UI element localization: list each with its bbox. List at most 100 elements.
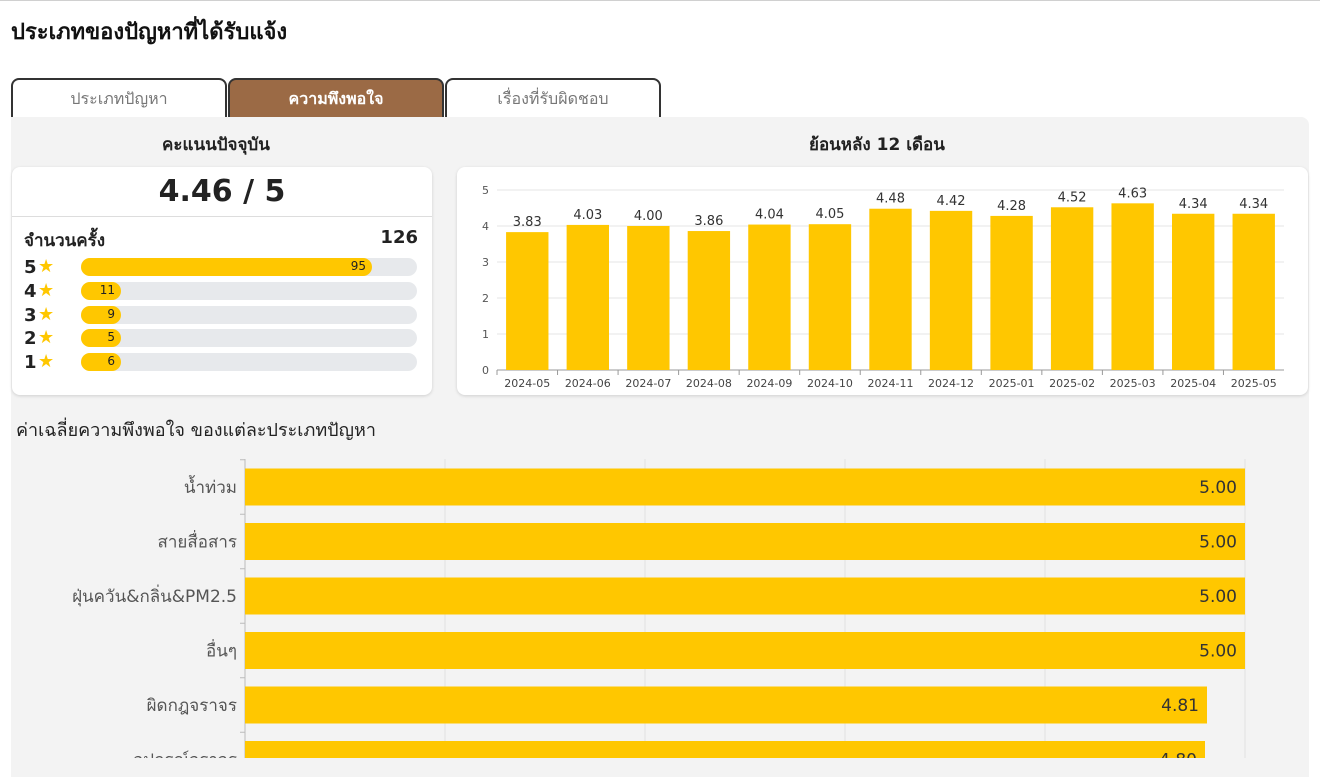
rating-bar-fill: 95 bbox=[81, 258, 372, 276]
bar-value-label: 4.28 bbox=[997, 199, 1026, 214]
rating-row: 1 ★ 6 bbox=[24, 351, 424, 373]
y-tick-label: 4 bbox=[482, 220, 489, 233]
category-label: ผิดกฎจราจร bbox=[147, 696, 237, 716]
category-label: อื่นๆ bbox=[206, 639, 237, 662]
bar-value-label: 4.05 bbox=[815, 207, 844, 222]
bar-value-label: 3.83 bbox=[513, 215, 542, 230]
category-bar-chart: 5.00 น้ำท่วม 5.00 สายสื่อสาร 5.00 ฝุ่นควัน&กล… bbox=[72, 459, 1246, 759]
tab-satisfaction[interactable]: ความพึงพอใจ bbox=[228, 78, 444, 118]
bar bbox=[1050, 207, 1094, 370]
bar bbox=[808, 224, 852, 370]
bar-value-label: 4.04 bbox=[755, 208, 784, 223]
y-tick-label: 2 bbox=[482, 292, 489, 305]
bar-value-label: 4.34 bbox=[1179, 197, 1208, 212]
bar bbox=[687, 231, 731, 370]
rating-bar-track: 95 bbox=[81, 258, 417, 276]
rating-row: 3 ★ 9 bbox=[24, 304, 424, 326]
rating-star-number: 1 bbox=[24, 352, 37, 373]
tab-bar: ประเภทปัญหา ความพึงพอใจ เรื่องที่รับผิดช… bbox=[11, 78, 662, 118]
top-divider bbox=[0, 0, 1320, 1]
bar bbox=[566, 224, 609, 370]
x-tick-label: 2025-02 bbox=[1049, 377, 1095, 390]
rating-count: 6 bbox=[107, 354, 115, 368]
bar bbox=[245, 468, 1245, 506]
y-tick-label: 3 bbox=[482, 256, 489, 269]
star-icon: ★ bbox=[38, 351, 55, 372]
x-tick-label: 2025-04 bbox=[1170, 377, 1216, 390]
rating-count: 5 bbox=[107, 330, 115, 344]
x-tick-label: 2024-06 bbox=[565, 377, 611, 390]
bar-value-label: 4.81 bbox=[1161, 696, 1199, 716]
bar bbox=[1111, 203, 1154, 370]
current-score-card: 4.46 / 5 จำนวนครั้ง 126 5 ★ 95 4 ★ 11 3 … bbox=[12, 167, 432, 395]
x-tick-label: 2024-08 bbox=[686, 377, 732, 390]
bar-value-label: 3.86 bbox=[694, 214, 723, 229]
y-tick-label: 5 bbox=[482, 184, 489, 197]
star-icon: ★ bbox=[38, 280, 55, 301]
bar bbox=[990, 215, 1033, 370]
bar bbox=[245, 577, 1245, 615]
monthly-chart-card: 0 1 2 3 4 5 3.83 2024-05 4.03 2024-06 4.00 2024-07 3… bbox=[457, 167, 1308, 395]
tab-responsibility[interactable]: เรื่องที่รับผิดชอบ bbox=[445, 78, 661, 118]
rating-row: 5 ★ 95 bbox=[24, 256, 424, 278]
bar-value-label: 4.34 bbox=[1239, 197, 1268, 212]
monthly-bar-chart: 0 1 2 3 4 5 3.83 2024-05 4.03 2024-06 4.00 2024-07 3… bbox=[482, 184, 1284, 390]
current-score: 4.46 / 5 bbox=[12, 167, 432, 217]
bar bbox=[245, 686, 1207, 724]
page-title: ประเภทของปัญหาที่ได้รับแจ้ง bbox=[11, 20, 288, 45]
bar bbox=[1172, 213, 1215, 370]
x-tick-label: 2025-03 bbox=[1110, 377, 1156, 390]
bar-value-label: 5.00 bbox=[1199, 533, 1237, 553]
rating-count: 95 bbox=[350, 259, 366, 273]
bar-value-label: 5.00 bbox=[1199, 478, 1237, 498]
rating-count: 11 bbox=[99, 283, 115, 297]
bar-value-label: 4.80 bbox=[1159, 751, 1197, 759]
y-tick-label: 0 bbox=[482, 364, 489, 377]
rating-star-number: 5 bbox=[24, 257, 37, 278]
count-value: 126 bbox=[380, 227, 418, 248]
rating-row: 2 ★ 5 bbox=[24, 327, 424, 349]
bar bbox=[245, 523, 1245, 560]
rating-bar-fill: 9 bbox=[81, 306, 121, 324]
category-chart-title: ค่าเฉลี่ยความพึงพอใจ ของแต่ละประเภทปัญหา bbox=[16, 420, 376, 441]
bar-value-label: 4.03 bbox=[573, 208, 602, 223]
bar bbox=[627, 226, 670, 370]
star-icon: ★ bbox=[38, 327, 55, 348]
star-icon: ★ bbox=[38, 304, 55, 325]
rating-bar-track: 9 bbox=[81, 306, 417, 324]
rating-count: 9 bbox=[107, 307, 115, 321]
star-icon: ★ bbox=[38, 256, 55, 277]
rating-bar-track: 11 bbox=[81, 282, 417, 300]
rating-bar-track: 5 bbox=[81, 329, 417, 347]
x-tick-label: 2024-11 bbox=[868, 377, 914, 390]
category-label: ฝุ่นควัน&กลิ่น&PM2.5 bbox=[72, 584, 237, 607]
category-label: อุปกรณ์จราจร bbox=[133, 751, 237, 759]
rating-bar-fill: 11 bbox=[81, 282, 121, 300]
bar bbox=[748, 224, 791, 370]
x-tick-label: 2024-07 bbox=[625, 377, 671, 390]
bar bbox=[506, 232, 549, 370]
x-tick-label: 2024-05 bbox=[504, 377, 550, 390]
bar-value-label: 4.63 bbox=[1118, 186, 1147, 201]
rating-star-number: 4 bbox=[24, 281, 37, 302]
bar bbox=[869, 208, 912, 370]
category-label: น้ำท่วม bbox=[184, 475, 237, 498]
bar-value-label: 4.52 bbox=[1058, 190, 1087, 205]
tab-problem-type[interactable]: ประเภทปัญหา bbox=[11, 78, 227, 118]
y-tick-label: 1 bbox=[482, 328, 489, 341]
bar bbox=[1232, 213, 1275, 370]
bar bbox=[245, 741, 1205, 758]
rating-bar-track: 6 bbox=[81, 353, 417, 371]
bar-value-label: 5.00 bbox=[1199, 587, 1237, 607]
x-tick-label: 2024-10 bbox=[807, 377, 853, 390]
rating-row: 4 ★ 11 bbox=[24, 280, 424, 302]
bar bbox=[929, 210, 973, 370]
x-tick-label: 2025-01 bbox=[989, 377, 1035, 390]
bar-value-label: 4.00 bbox=[634, 209, 663, 224]
current-score-title: คะแนนปัจจุบัน bbox=[162, 135, 270, 155]
x-tick-label: 2024-12 bbox=[928, 377, 974, 390]
bar-value-label: 4.42 bbox=[937, 194, 966, 209]
rating-bar-fill: 6 bbox=[81, 353, 121, 371]
bar-value-label: 5.00 bbox=[1199, 642, 1237, 662]
count-label: จำนวนครั้ง bbox=[24, 231, 106, 251]
